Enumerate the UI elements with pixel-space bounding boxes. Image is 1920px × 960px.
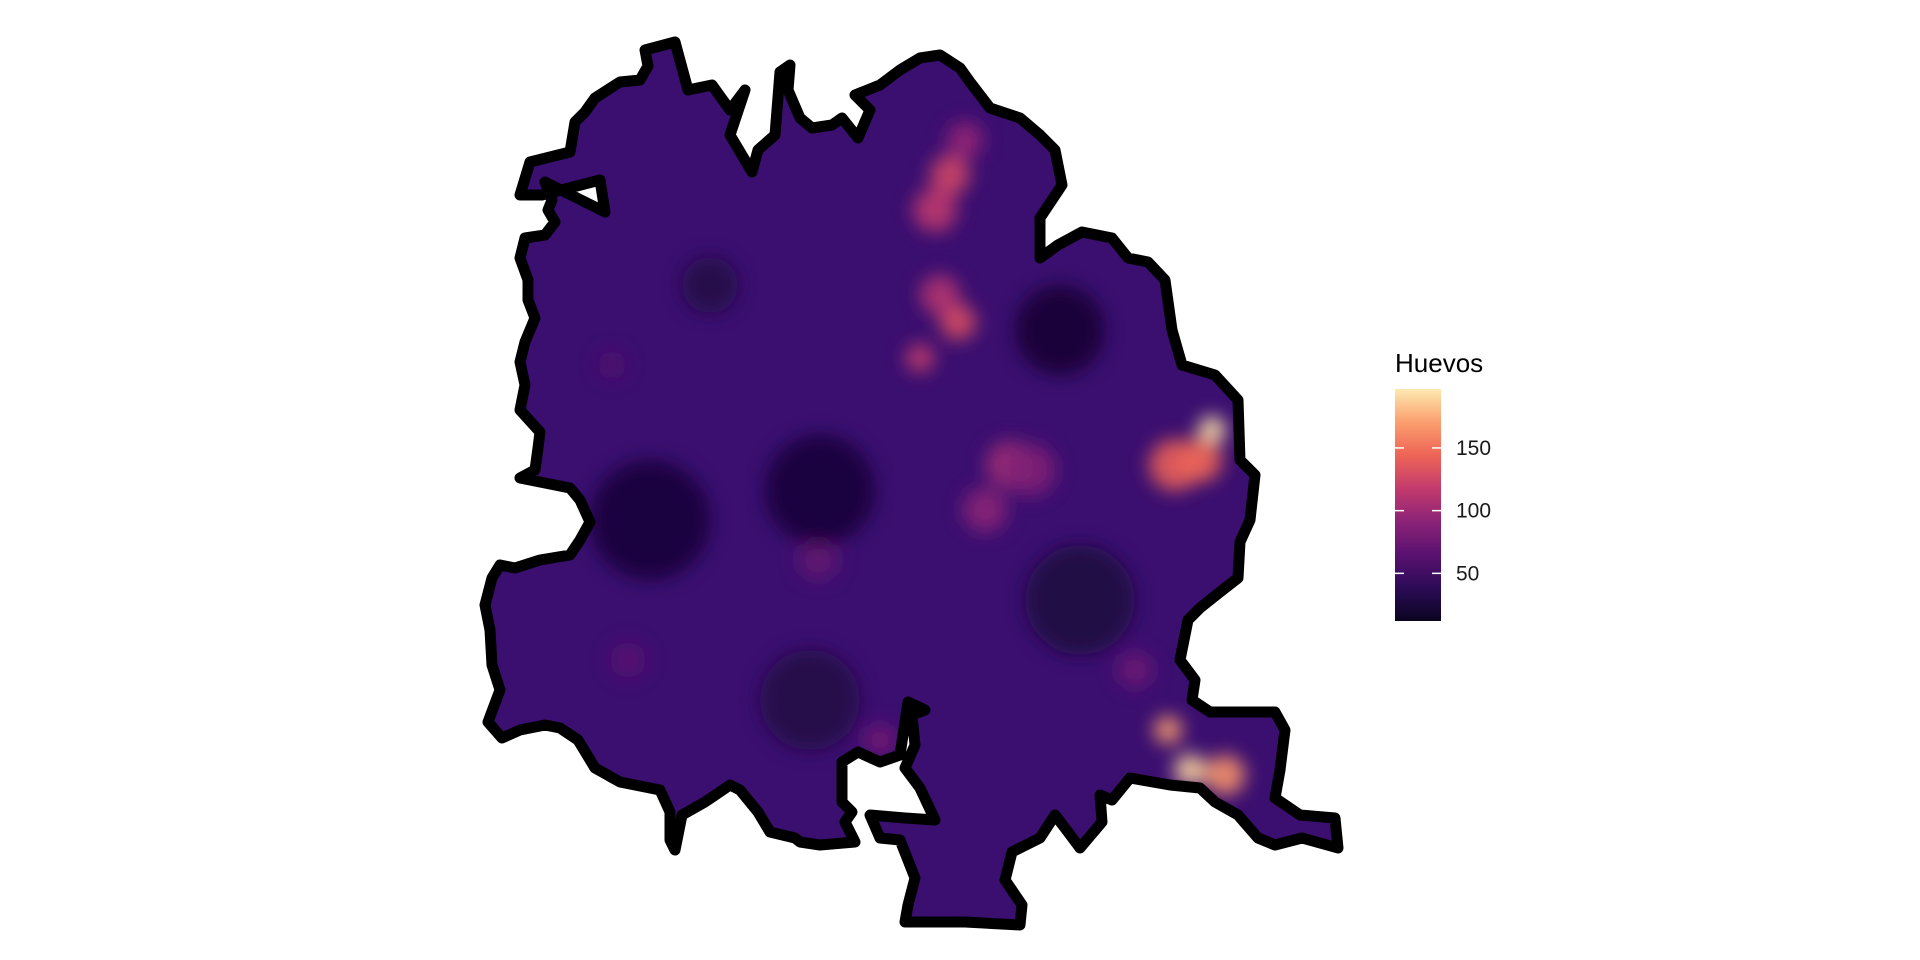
legend-colorbar — [1395, 389, 1441, 621]
heatmap-hotspot — [1205, 755, 1245, 795]
heatmap-hotspot — [1178, 438, 1222, 482]
heatmap-hotspot — [798, 540, 838, 580]
legend-tick-label: 50 — [1456, 562, 1479, 585]
legend-tick-label: 100 — [1456, 500, 1491, 523]
heatmap-hotspot — [1015, 285, 1105, 375]
heatmap-hotspot — [920, 275, 960, 315]
heatmap-hotspot — [610, 642, 646, 678]
heatmap-hotspot — [1198, 416, 1226, 444]
heatmap-hotspot — [1174, 754, 1206, 786]
heatmap-hotspot — [765, 435, 875, 545]
heatmap-hotspot — [590, 460, 710, 580]
region-boundary — [479, 36, 1344, 931]
heatmap-hotspot — [906, 344, 934, 372]
heatmap-hotspot — [864, 724, 896, 756]
heatmap-hotspot — [940, 304, 976, 340]
legend-title: Huevos — [1395, 348, 1483, 378]
heatmap-hotspot — [682, 257, 738, 313]
heatmap-hotspot — [913, 188, 957, 232]
heatmap-hotspot — [760, 650, 860, 750]
legend-tick-label: 150 — [1456, 437, 1491, 460]
heatmap-hotspot — [947, 122, 983, 158]
heatmap-hotspot — [963, 488, 1007, 532]
heatmap-hotspot — [1025, 545, 1135, 655]
heatmap-hotspots — [590, 122, 1245, 795]
legend: Huevos 50 100 150 — [1395, 348, 1491, 621]
heatmap-hotspot — [1004, 444, 1056, 496]
heatmap-hotspot — [1154, 716, 1182, 744]
heatmap-hotspot — [930, 155, 970, 195]
heatmap-hotspot — [598, 351, 626, 379]
heatmap-hotspot — [1117, 652, 1153, 688]
